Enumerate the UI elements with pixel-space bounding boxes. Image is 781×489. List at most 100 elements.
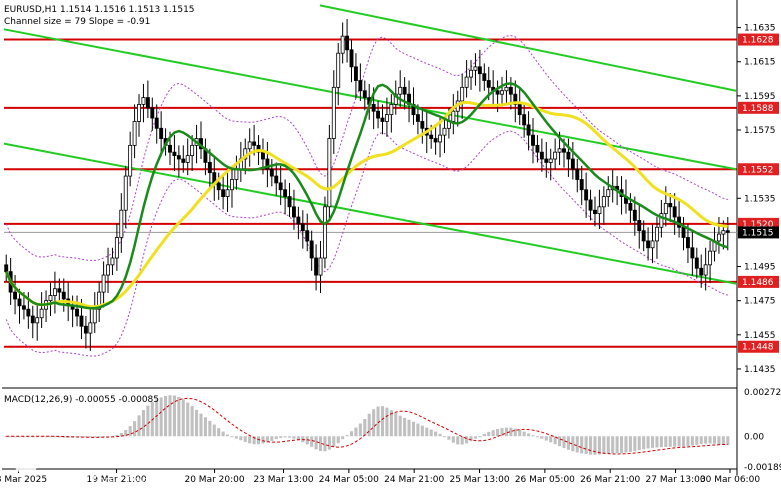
candle-body xyxy=(318,257,323,276)
candle-body xyxy=(495,90,500,95)
candle-body xyxy=(716,233,721,242)
macd-bar xyxy=(522,431,526,437)
candle-body xyxy=(322,206,327,259)
candle-body xyxy=(145,97,150,109)
macd-bar xyxy=(473,436,478,439)
macd-bar xyxy=(296,436,300,441)
candle-body xyxy=(132,121,137,146)
candle-body xyxy=(207,162,212,174)
macd-bar xyxy=(420,425,424,437)
level-tag xyxy=(738,101,779,114)
macd-bar xyxy=(239,436,243,441)
current-price-label: 1.1515 xyxy=(742,228,774,238)
level-tag xyxy=(738,340,779,353)
y-tick-label: 1.1575 xyxy=(744,126,776,136)
candle-body xyxy=(230,179,234,191)
candle-body xyxy=(190,144,195,157)
macd-bar xyxy=(310,436,314,447)
macd-bar xyxy=(611,436,615,454)
macd-bar xyxy=(726,436,730,446)
candle-body xyxy=(185,155,190,163)
macd-bar xyxy=(597,436,601,455)
candle-body xyxy=(535,144,540,153)
macd-bar xyxy=(544,436,548,441)
macd-bar xyxy=(513,428,517,437)
macd-bar xyxy=(44,436,48,438)
x-tick-label: 27 Mar 13:00 xyxy=(646,475,706,485)
candle-body xyxy=(460,86,465,102)
macd-bar xyxy=(389,410,393,437)
macd-bar xyxy=(336,436,340,444)
macd-bar xyxy=(221,431,225,437)
level-label: 1.1628 xyxy=(742,36,774,46)
macd-bar xyxy=(575,436,579,453)
macd-bar xyxy=(226,434,230,437)
candle-body xyxy=(353,66,358,81)
candle-body xyxy=(442,127,447,136)
macd-bar xyxy=(593,436,597,455)
candle-body xyxy=(562,148,566,153)
candle-body xyxy=(650,240,655,249)
macd-bar xyxy=(341,436,345,440)
candle-body xyxy=(57,288,62,293)
channel-upper-2 xyxy=(319,4,737,92)
candle-body xyxy=(110,257,115,266)
macd-bar xyxy=(535,436,539,438)
macd-bar xyxy=(504,427,508,437)
macd-bar xyxy=(234,436,238,439)
candle-body xyxy=(309,240,314,259)
candle-body xyxy=(39,308,44,319)
macd-bar xyxy=(48,436,53,438)
candle-body xyxy=(75,308,79,317)
candle-body xyxy=(464,76,469,88)
candle-body xyxy=(137,104,141,122)
macd-bar xyxy=(345,435,349,437)
macd-bar xyxy=(181,399,185,437)
candle-body xyxy=(141,97,146,105)
macd-bar xyxy=(372,409,376,437)
candle-body xyxy=(261,151,265,160)
candle-body xyxy=(106,264,110,276)
macd-label: MACD(12,26,9) -0.00055 -0.00085 xyxy=(4,395,159,405)
macd-bar xyxy=(385,407,389,437)
macd-bar xyxy=(584,436,588,455)
macd-bar xyxy=(624,436,628,453)
candle-body xyxy=(265,158,270,170)
macd-bar xyxy=(217,428,221,437)
candle-body xyxy=(690,247,695,259)
candle-body xyxy=(575,168,580,180)
candle-body xyxy=(570,158,575,170)
macd-bar xyxy=(199,413,203,437)
level-tag xyxy=(738,275,779,288)
macd-bar xyxy=(686,436,690,447)
x-tick-label: 18 Mar 2025 xyxy=(0,475,47,485)
level-label: 1.1552 xyxy=(742,165,774,175)
macd-bar xyxy=(677,436,681,447)
candle-body xyxy=(539,151,544,160)
macd-bar xyxy=(566,436,570,450)
y-tick-label: 1.1495 xyxy=(744,263,776,273)
level-label: 1.1486 xyxy=(742,278,774,288)
macd-bar xyxy=(349,431,354,437)
candle-body xyxy=(13,291,18,300)
candle-body xyxy=(172,151,177,156)
macd-bar xyxy=(699,436,703,445)
macd-bar xyxy=(500,428,504,437)
macd-bar xyxy=(690,436,694,446)
macd-bar xyxy=(93,436,97,438)
candle-body xyxy=(708,250,713,266)
y-tick-label: 1.1635 xyxy=(744,24,776,34)
candle-body xyxy=(606,189,611,197)
macd-bar xyxy=(712,436,717,444)
macd-bar xyxy=(128,426,132,437)
macd-bar xyxy=(664,436,668,447)
candle-body xyxy=(685,237,690,249)
macd-bar xyxy=(146,405,150,437)
candle-body xyxy=(500,90,504,95)
candle-body xyxy=(548,158,553,163)
macd-tick-label: 0.00272 xyxy=(744,388,781,398)
macd-bar xyxy=(283,436,287,438)
macd-bar xyxy=(305,436,309,445)
macd-bar xyxy=(159,397,163,437)
macd-bar xyxy=(137,415,141,437)
